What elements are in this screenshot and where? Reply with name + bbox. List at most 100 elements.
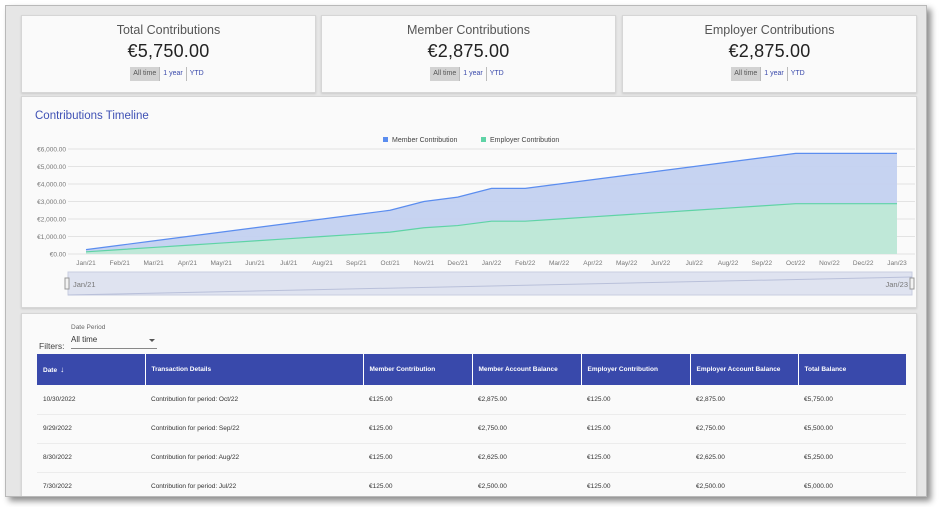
- x-tick-label: Sep/21: [346, 260, 367, 267]
- chart-title: Contributions Timeline: [35, 110, 149, 122]
- x-tick-label: Jun/22: [651, 260, 671, 267]
- employer-contributions-card: Employer Contributions €2,875.00 All tim…: [622, 15, 917, 93]
- cell-details: Contribution for period: Sep/22: [145, 414, 363, 444]
- total-contributions-card: Total Contributions €5,750.00 All time 1…: [21, 15, 316, 93]
- x-tick-label: Jun/21: [245, 260, 265, 267]
- cell-member-balance: €2,500.00: [472, 472, 581, 496]
- header-total-balance[interactable]: Total Balance: [798, 354, 906, 385]
- y-tick-label: €4,000.00: [37, 182, 66, 189]
- header-employer-account-balance[interactable]: Employer Account Balance: [690, 354, 799, 385]
- card-amount: €2,875.00: [427, 41, 510, 61]
- x-tick-label: Feb/22: [515, 260, 536, 267]
- x-tick-label: Jul/22: [686, 260, 704, 267]
- card-amount: €5,750.00: [127, 41, 210, 61]
- tab-all-time[interactable]: All time: [130, 67, 161, 81]
- navigator-left-handle[interactable]: [64, 277, 70, 290]
- navigator-end-label: Jan/23: [885, 280, 908, 289]
- cell-employer-balance: €2,500.00: [690, 472, 798, 496]
- x-tick-label: Dec/21: [447, 260, 468, 267]
- navigator-trend-line: [67, 276, 913, 296]
- navigator-start-label: Jan/21: [73, 280, 96, 289]
- chart-areas: [85, 152, 897, 254]
- legend-label[interactable]: Employer Contribution: [490, 137, 559, 144]
- table-row: 9/29/2022 Contribution for period: Sep/2…: [37, 414, 906, 444]
- header-member-contribution[interactable]: Member Contribution: [363, 354, 473, 385]
- x-tick-label: Apr/21: [178, 260, 198, 267]
- transactions-table: Date ↓ Transaction Details Member Contrib…: [37, 354, 906, 496]
- cell-details: Contribution for period: Jul/22: [145, 472, 363, 496]
- tab-ytd[interactable]: YTD: [189, 70, 204, 77]
- y-tick-label: €3,000.00: [37, 199, 66, 206]
- x-tick-label: Sep/22: [752, 260, 773, 267]
- cell-employer-balance: €2,750.00: [690, 414, 798, 444]
- cell-member-balance: €2,750.00: [472, 414, 581, 444]
- header-employer-contribution[interactable]: Employer Contribution: [581, 354, 691, 385]
- cell-employer-balance: €2,875.00: [690, 385, 798, 415]
- cell-details: Contribution for period: Aug/22: [145, 443, 363, 473]
- cell-employer-contribution: €125.00: [581, 385, 690, 415]
- period-tabs: All time 1 year YTD: [322, 67, 615, 81]
- cell-member-contribution: €125.00: [363, 414, 472, 444]
- x-tick-label: Aug/22: [718, 260, 739, 267]
- card-title: Employer Contributions: [704, 23, 835, 37]
- tab-ytd[interactable]: YTD: [489, 70, 504, 77]
- cell-total-balance: €5,250.00: [798, 443, 906, 473]
- tab-1-year[interactable]: 1 year: [761, 67, 788, 81]
- tab-1-year[interactable]: 1 year: [160, 67, 187, 81]
- cell-employer-contribution: €125.00: [581, 443, 690, 473]
- contributions-timeline-card: Contributions Timeline €0.00 €1,000.00 €2,…: [21, 96, 917, 308]
- cell-total-balance: €5,500.00: [798, 414, 906, 444]
- card-title: Member Contributions: [407, 23, 530, 37]
- x-tick-label: Oct/21: [381, 260, 401, 267]
- x-tick-label: Jan/23: [887, 260, 907, 267]
- card-amount: €2,875.00: [728, 41, 811, 61]
- table-row: 7/30/2022 Contribution for period: Jul/2…: [37, 472, 906, 496]
- header-date[interactable]: Date ↓: [37, 354, 146, 385]
- cell-member-balance: €2,625.00: [472, 443, 581, 473]
- x-tick-label: Jul/21: [280, 260, 298, 267]
- caret-down-icon: [149, 339, 155, 342]
- chart-legend: Member Contribution Employer Contribution: [383, 137, 559, 144]
- cell-member-balance: €2,875.00: [472, 385, 581, 415]
- x-tick-label: Dec/22: [853, 260, 874, 267]
- x-tick-label: Apr/22: [583, 260, 603, 267]
- x-axis-ticks: Jan/21 Feb/21 Mar/21 Apr/21 May/21 Jun/21 Jul/…: [76, 260, 907, 267]
- y-tick-label: €6,000.00: [37, 147, 66, 154]
- cell-employer-contribution: €125.00: [581, 472, 690, 496]
- contributions-chart: €0.00 €1,000.00 €2,000.00 €3,000.00 €4,000.0…: [37, 137, 915, 296]
- tab-all-time[interactable]: All time: [430, 67, 461, 81]
- x-tick-label: Jan/21: [76, 260, 96, 267]
- y-axis-ticks: €0.00 €1,000.00 €2,000.00 €3,000.00 €4,000.0…: [37, 147, 66, 259]
- table-row: 10/30/2022 Contribution for period: Oct/…: [37, 385, 906, 415]
- tab-1-year[interactable]: 1 year: [460, 67, 487, 81]
- cell-member-contribution: €125.00: [363, 443, 472, 473]
- tab-all-time[interactable]: All time: [731, 67, 762, 81]
- dashboard-frame: Total Contributions €5,750.00 All time 1…: [5, 5, 927, 497]
- cell-total-balance: €5,750.00: [798, 385, 906, 415]
- cell-date: 8/30/2022: [37, 443, 145, 473]
- legend-label[interactable]: Member Contribution: [392, 137, 457, 144]
- cell-member-contribution: €125.00: [363, 385, 472, 415]
- x-tick-label: Oct/22: [786, 260, 806, 267]
- header-transaction-details[interactable]: Transaction Details: [145, 354, 364, 385]
- sort-down-arrow-icon[interactable]: ↓: [60, 365, 65, 374]
- legend-swatch: [481, 137, 486, 142]
- transactions-card: Date Period Filters: All time Date ↓ Tran…: [21, 313, 917, 496]
- cell-total-balance: €5,000.00: [798, 472, 906, 496]
- legend-swatch: [383, 137, 388, 142]
- header-member-account-balance[interactable]: Member Account Balance: [472, 354, 582, 385]
- range-navigator[interactable]: Jan/21 Jan/23: [64, 271, 915, 296]
- cell-employer-contribution: €125.00: [581, 414, 690, 444]
- table-header-row: Date ↓ Transaction Details Member Contrib…: [37, 354, 906, 385]
- x-tick-label: Feb/21: [110, 260, 131, 267]
- x-tick-label: May/22: [616, 260, 638, 267]
- cell-date: 10/30/2022: [37, 385, 145, 415]
- navigator-right-handle[interactable]: [909, 277, 915, 290]
- filters-label: Filters:: [39, 341, 65, 351]
- tab-ytd[interactable]: YTD: [790, 70, 805, 77]
- x-tick-label: Nov/21: [414, 260, 435, 267]
- date-period-select[interactable]: All time: [71, 335, 157, 349]
- navigator-track[interactable]: [67, 271, 913, 296]
- member-contributions-card: Member Contributions €2,875.00 All time …: [321, 15, 616, 93]
- x-tick-label: Mar/22: [549, 260, 570, 267]
